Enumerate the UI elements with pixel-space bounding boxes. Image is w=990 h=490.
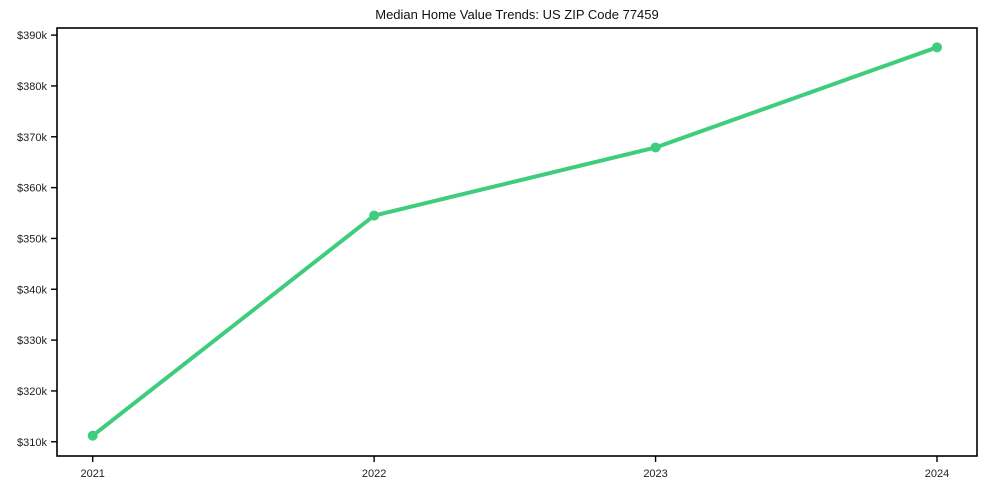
trend-line	[90, 45, 939, 438]
y-tick-label: $330k	[17, 335, 47, 347]
x-tick-label: 2024	[925, 468, 949, 480]
plot-border	[56, 27, 978, 457]
x-tick-label: 2023	[643, 468, 667, 480]
y-tick-label: $350k	[17, 233, 47, 245]
y-tick-label: $390k	[17, 30, 47, 42]
data-point-marker	[650, 142, 661, 153]
y-tick-label: $360k	[17, 183, 47, 195]
y-tick-label: $340k	[17, 284, 47, 296]
data-point-marker	[931, 42, 942, 53]
x-tick-label: 2022	[362, 468, 386, 480]
y-tick-label: $320k	[17, 386, 47, 398]
y-tick-label: $380k	[17, 81, 47, 93]
x-tick-label: 2021	[80, 468, 104, 480]
y-tick-label: $370k	[17, 132, 47, 144]
y-tick-label: $310k	[17, 437, 47, 449]
data-point-marker	[87, 430, 98, 441]
data-point-marker	[369, 210, 380, 221]
chart-title: Median Home Value Trends: US ZIP Code 77…	[375, 7, 659, 22]
